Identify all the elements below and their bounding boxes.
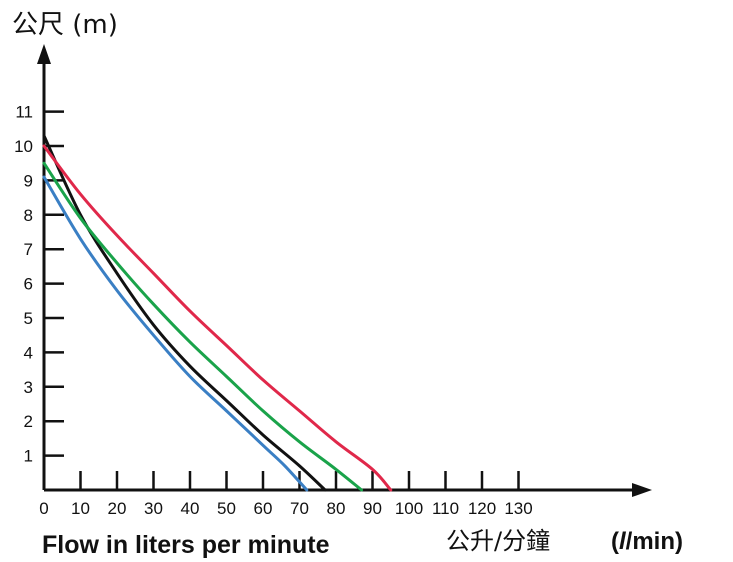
series-line-4 [42, 144, 393, 492]
x-tick-label: 0 [39, 499, 48, 518]
y-tick-label: 6 [24, 275, 33, 294]
y-tick-label: 4 [24, 343, 33, 362]
series-line-2 [42, 134, 327, 492]
y-tick-label: 3 [24, 378, 33, 397]
y-tick-label: 2 [24, 412, 33, 431]
y-tick-label: 9 [24, 171, 33, 190]
y-tick-label: 8 [24, 206, 33, 225]
series-line-1 [42, 175, 309, 492]
series-line-3 [42, 161, 364, 492]
y-ticks: 1 2 3 4 5 6 7 8 9 10 11 [14, 103, 64, 466]
x-ticks: 0 10 20 30 40 50 60 70 80 90 100 110 120 130 [39, 471, 533, 518]
x-tick-label: 10 [71, 499, 90, 518]
x-axis-unit-open: ( [611, 528, 619, 555]
x-tick-label: 110 [432, 499, 459, 518]
y-tick-label: 10 [14, 137, 33, 156]
x-axis-title: 公升/分鐘 [446, 527, 550, 555]
x-axis-arrow [632, 483, 652, 497]
x-tick-label: 90 [363, 499, 382, 518]
series-layer [42, 134, 393, 492]
y-axis-title: 公尺 (m) [12, 10, 118, 40]
y-tick-label: 11 [15, 103, 33, 122]
x-axis-unit-rest: /min) [626, 528, 683, 555]
x-tick-label: 60 [254, 499, 273, 518]
y-tick-label: 7 [24, 240, 33, 259]
x-tick-label: 70 [290, 499, 309, 518]
x-tick-label: 80 [327, 499, 346, 518]
x-tick-label: 50 [217, 499, 236, 518]
x-tick-label: 130 [504, 499, 532, 518]
y-axis-arrow [37, 44, 51, 64]
chart-caption: Flow in liters per minute [42, 531, 330, 559]
y-tick-label: 5 [24, 309, 33, 328]
y-tick-label: 1 [24, 447, 33, 466]
x-axis-unit-l: l [619, 528, 627, 555]
x-tick-label: 120 [468, 499, 496, 518]
x-axis-unit: (l/min) [611, 528, 683, 555]
x-tick-label: 40 [181, 499, 200, 518]
x-tick-label: 20 [108, 499, 127, 518]
x-tick-label: 30 [144, 499, 163, 518]
x-tick-label: 100 [395, 499, 423, 518]
